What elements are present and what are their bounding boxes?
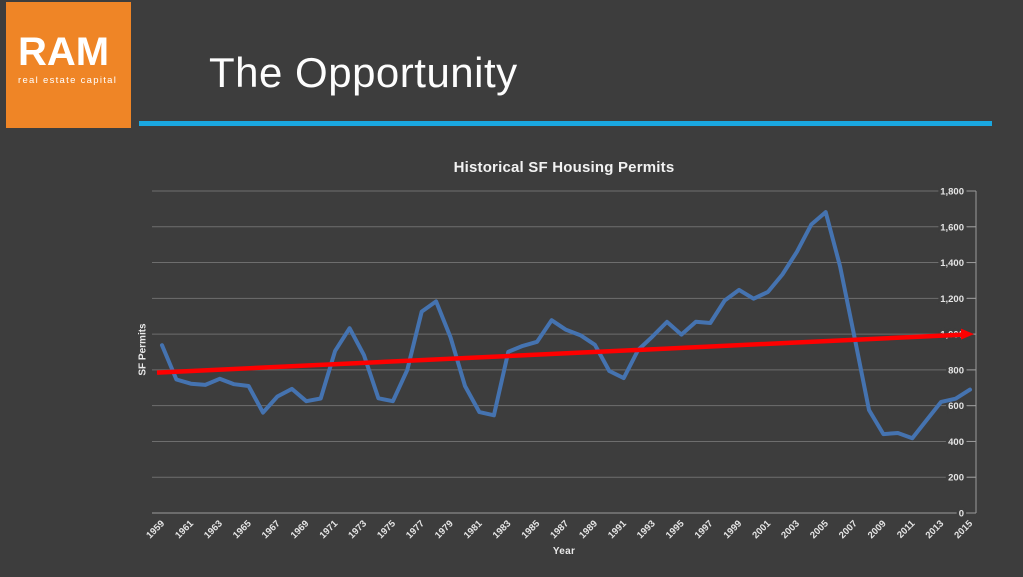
svg-text:1993: 1993 xyxy=(635,518,658,541)
gridlines xyxy=(152,190,977,514)
svg-text:400: 400 xyxy=(948,437,964,448)
svg-text:2007: 2007 xyxy=(837,518,860,541)
svg-text:1981: 1981 xyxy=(462,518,485,541)
svg-text:1971: 1971 xyxy=(318,518,341,541)
svg-text:1987: 1987 xyxy=(548,518,571,541)
svg-text:1995: 1995 xyxy=(664,518,687,541)
svg-text:1,600: 1,600 xyxy=(940,222,964,233)
svg-text:1963: 1963 xyxy=(202,518,225,541)
svg-text:1979: 1979 xyxy=(433,518,456,541)
svg-text:1,400: 1,400 xyxy=(940,258,964,269)
svg-text:600: 600 xyxy=(948,401,964,412)
logo-wordmark: RAM xyxy=(18,30,110,74)
svg-text:2009: 2009 xyxy=(866,518,889,541)
svg-text:0: 0 xyxy=(959,509,964,520)
svg-text:1961: 1961 xyxy=(173,518,196,541)
svg-text:1983: 1983 xyxy=(491,518,514,541)
svg-text:1977: 1977 xyxy=(404,518,427,541)
svg-text:1999: 1999 xyxy=(722,518,745,541)
svg-text:1975: 1975 xyxy=(375,518,398,541)
svg-text:1965: 1965 xyxy=(231,518,254,541)
x-axis-labels: 1959 1961 1963 1965 1967 1969 1971 1973 1975 1977… xyxy=(144,518,975,541)
svg-text:1959: 1959 xyxy=(144,518,167,541)
permits-series-line xyxy=(160,210,972,441)
svg-text:200: 200 xyxy=(948,473,964,484)
svg-text:800: 800 xyxy=(948,365,964,376)
logo-tagline: real estate capital xyxy=(18,75,118,86)
svg-text:1991: 1991 xyxy=(606,518,629,541)
svg-text:1967: 1967 xyxy=(260,518,283,541)
ram-logo: RAM real estate capital xyxy=(6,2,131,128)
x-axis-title: Year xyxy=(552,546,576,557)
svg-text:2011: 2011 xyxy=(895,518,918,541)
svg-text:1985: 1985 xyxy=(520,518,543,541)
svg-text:2013: 2013 xyxy=(924,518,947,541)
trend-arrowhead xyxy=(961,328,974,340)
svg-text:1969: 1969 xyxy=(289,518,312,541)
svg-text:1997: 1997 xyxy=(693,518,716,541)
title-underline xyxy=(139,121,992,126)
svg-text:2001: 2001 xyxy=(750,518,773,541)
chart-title: Historical SF Housing Permits xyxy=(453,159,675,176)
svg-text:2005: 2005 xyxy=(808,518,831,541)
svg-text:1989: 1989 xyxy=(577,518,600,541)
svg-text:2015: 2015 xyxy=(952,518,975,541)
trend-line xyxy=(156,328,974,375)
svg-text:1,200: 1,200 xyxy=(940,294,964,305)
svg-text:1973: 1973 xyxy=(346,518,369,541)
page-title: The Opportunity xyxy=(209,49,518,96)
svg-text:2003: 2003 xyxy=(779,518,802,541)
svg-text:1,800: 1,800 xyxy=(940,187,964,198)
